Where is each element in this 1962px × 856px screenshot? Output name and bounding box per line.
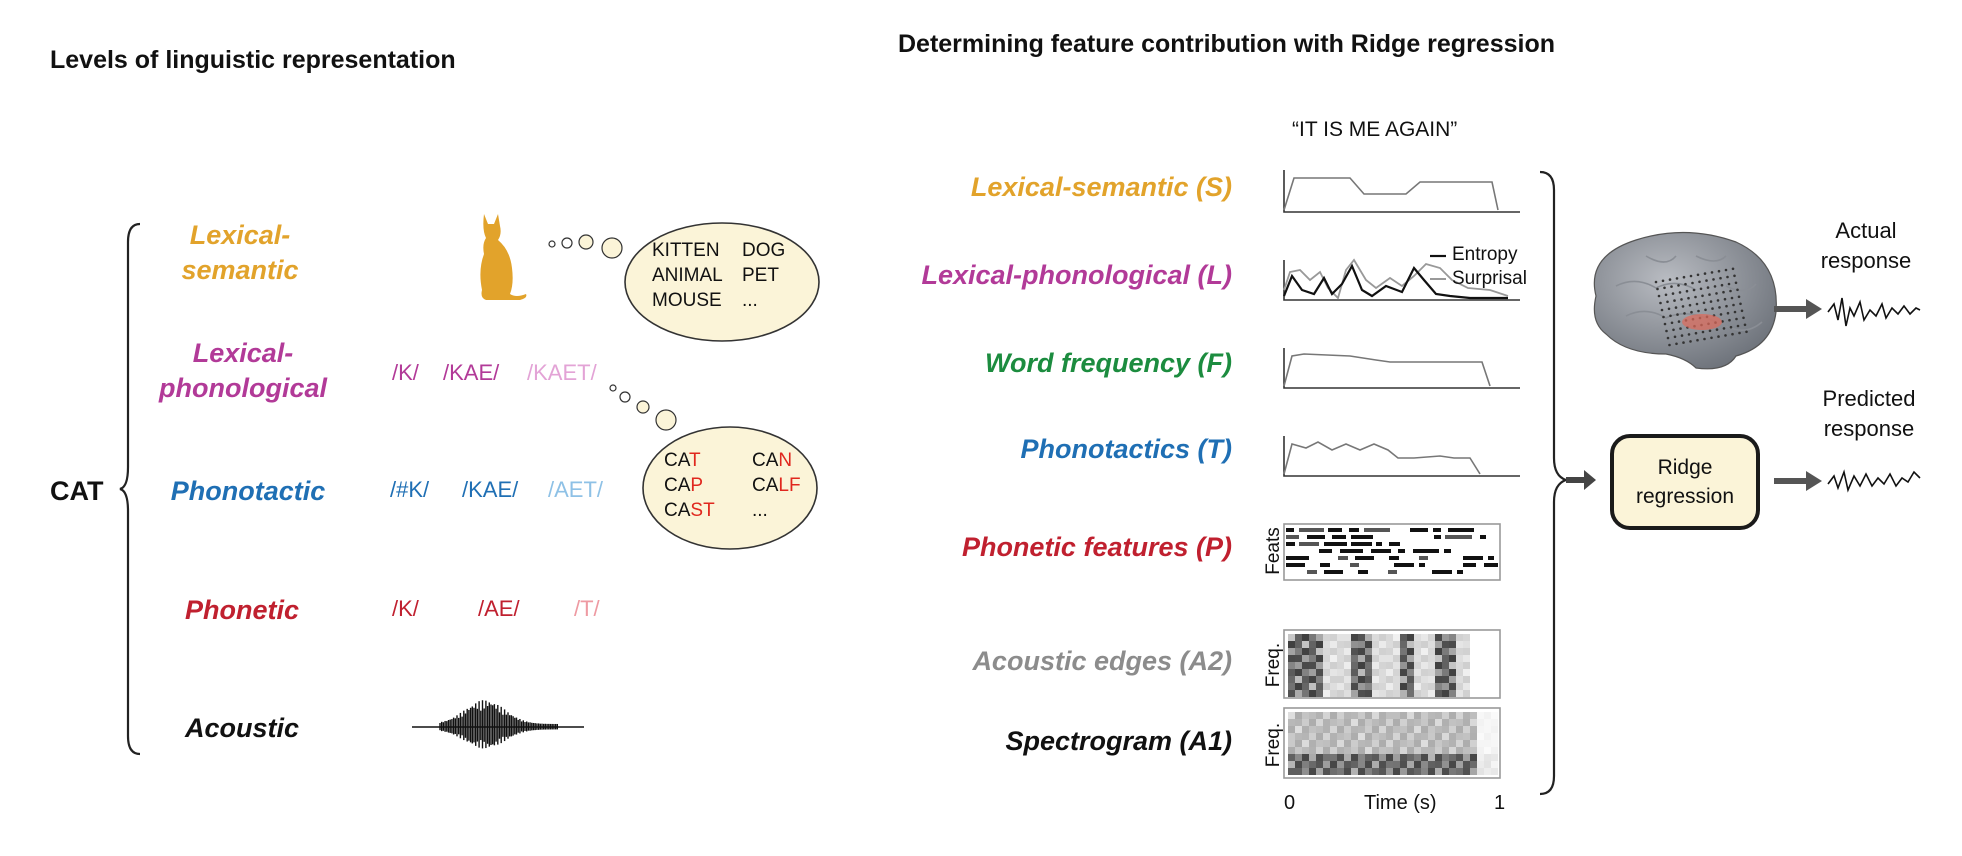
phon-neighbour: CAP (664, 475, 704, 496)
phon-neighbour: CAT (664, 450, 701, 471)
ylabel-freq-edges: Freq. (1263, 642, 1284, 688)
brain-icon (1593, 231, 1777, 370)
spectrogram-marks (1288, 712, 1498, 775)
level-lexical-phonological-line2: phonological (159, 373, 327, 403)
phonological-thought-bubble (642, 426, 818, 550)
feature-label-phonetic-features: Phonetic features (P) (961, 532, 1232, 562)
feature-label-lexical-semantic: Lexical-semantic (S) (970, 172, 1232, 202)
level-lexical-semantic-line2: semantic (181, 255, 299, 285)
legend-surprisal: Surprisal (1452, 268, 1527, 289)
acoustic-edges-marks (1288, 634, 1470, 697)
lexical-semantic-trace (1283, 170, 1520, 213)
phon-neighbour: ... (752, 500, 768, 521)
lexphon-token: /K/ (392, 360, 419, 385)
right-curly-brace-icon (1539, 170, 1596, 796)
semantic-word: MOUSE (652, 290, 722, 311)
level-lexical-phonological: Lexical- phonological (138, 336, 348, 406)
feature-timeseries-panel (1282, 170, 1520, 779)
waveform-icon (412, 700, 584, 749)
semantic-word: PET (742, 265, 779, 286)
word-cat: CAT (50, 476, 104, 506)
phonotactic-token: /KAE/ (462, 477, 519, 502)
lexphon-token: /KAET/ (527, 360, 597, 385)
ylabel-freq-spectrogram: Freq. (1263, 722, 1284, 768)
phonetic-token: /T/ (574, 596, 600, 621)
actual-response-line2: response (1820, 248, 1912, 273)
phon-neighbour: CAST (664, 500, 715, 521)
actual-response-waveform-icon (1827, 297, 1921, 327)
feature-label-lexical-phonological: Lexical-phonological (L) (921, 260, 1232, 290)
ridge-label-line1: Ridge (1657, 456, 1713, 479)
phonotactics-trace (1283, 436, 1520, 477)
right-panel-title: Determining feature contribution with Ri… (898, 30, 1556, 58)
lexical-phonological-trace (1282, 258, 1520, 301)
ridge-label-line2: regression (1635, 485, 1735, 508)
phon-bubble-col1: CAT CAP CAST (664, 448, 715, 523)
phon-neighbour: CAN (752, 450, 793, 471)
phon-bubble-col2: CAN CALF ... (752, 448, 801, 523)
left-curly-brace-icon (119, 222, 141, 756)
predicted-response-line2: response (1823, 416, 1915, 441)
left-panel-title: Levels of linguistic representation (50, 46, 456, 74)
semantic-word: ... (742, 290, 758, 311)
actual-response-label: Actual response (1806, 216, 1926, 276)
arrow-right-icon (1774, 471, 1822, 491)
feature-label-word-frequency: Word frequency (F) (984, 348, 1232, 378)
semantic-bubble-col2: DOG PET ... (742, 238, 785, 313)
thought-dots-semantic (548, 234, 623, 259)
legend-entropy: Entropy (1452, 244, 1518, 265)
thought-dots-phonological (609, 384, 677, 431)
actual-response-line1: Actual (1835, 218, 1897, 243)
arrow-right-icon (1774, 299, 1822, 319)
phonetic-token: /AE/ (478, 596, 520, 621)
feature-label-phonotactics: Phonotactics (T) (1020, 434, 1232, 464)
level-acoustic: Acoustic (184, 713, 300, 743)
level-lexical-semantic: Lexical- semantic (140, 218, 340, 288)
feature-label-acoustic-edges: Acoustic edges (A2) (972, 646, 1232, 676)
legend-swatches (1430, 254, 1446, 280)
phon-neighbour: CALF (752, 475, 801, 496)
predicted-response-line1: Predicted (1822, 386, 1916, 411)
level-phonetic: Phonetic (184, 595, 299, 625)
lexphon-token: /KAE/ (443, 360, 500, 385)
semantic-word: KITTEN (652, 240, 720, 261)
semantic-word: DOG (742, 240, 786, 261)
level-lexical-phonological-line1: Lexical- (192, 338, 294, 368)
time-tick-0: 0 (1284, 792, 1296, 814)
phonetic-feature-bars (1286, 528, 1498, 574)
level-phonotactic: Phonotactic (170, 476, 326, 506)
semantic-bubble-col1: KITTEN ANIMAL MOUSE (652, 238, 723, 313)
predicted-response-label: Predicted response (1806, 384, 1932, 444)
predicted-response-waveform-icon (1827, 469, 1921, 493)
cat-icon (480, 214, 527, 300)
phonotactic-token: /AET/ (548, 477, 604, 502)
phonotactic-token: /#K/ (390, 477, 430, 502)
semantic-thought-bubble (624, 222, 820, 342)
level-lexical-semantic-line1: Lexical- (189, 220, 291, 250)
word-frequency-trace (1283, 348, 1520, 389)
sentence-label: “IT IS ME AGAIN” (1292, 118, 1458, 141)
ridge-regression-box: Ridge regression (1610, 434, 1760, 530)
feature-label-spectrogram: Spectrogram (A1) (1005, 726, 1232, 756)
ylabel-feats: Feats (1263, 527, 1284, 575)
time-tick-1: 1 (1494, 792, 1506, 814)
phonetic-token: /K/ (392, 596, 419, 621)
semantic-word: ANIMAL (652, 265, 723, 286)
time-axis-label: Time (s) (1364, 792, 1437, 814)
